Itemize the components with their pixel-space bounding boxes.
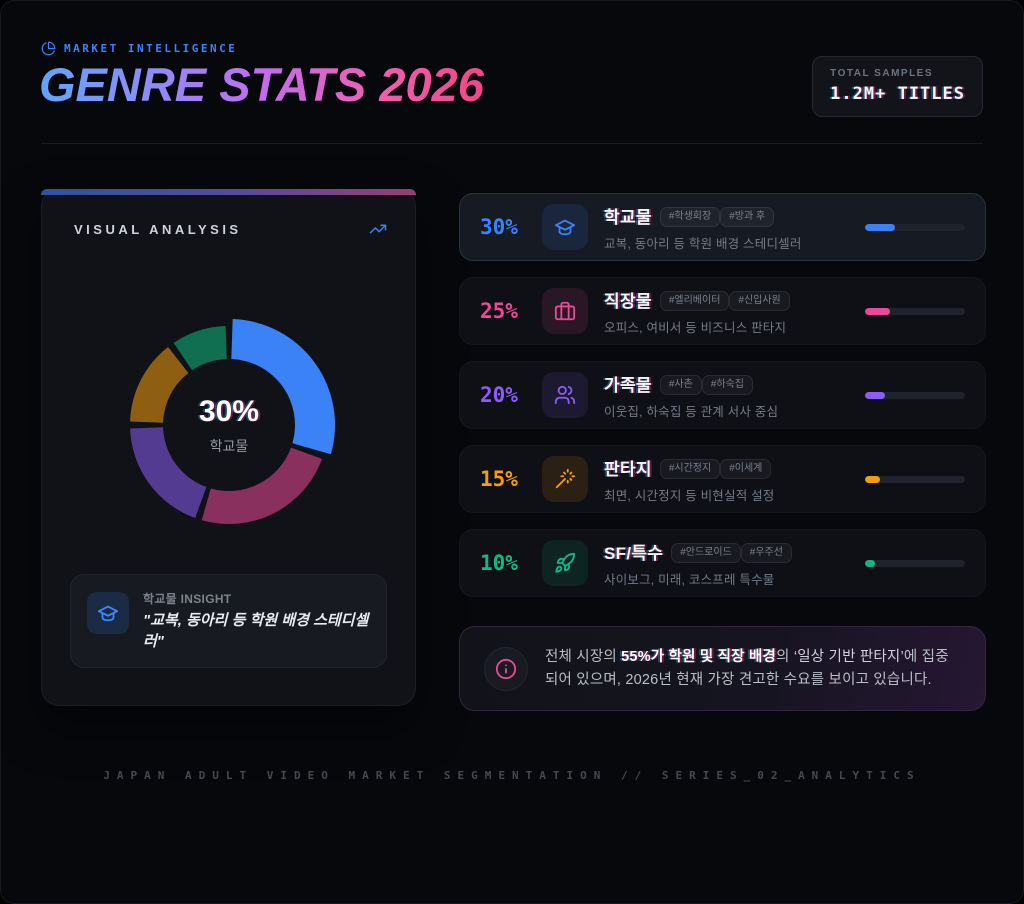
briefcase-icon bbox=[542, 288, 588, 334]
summary-prefix: 전체 시장의 bbox=[545, 648, 622, 665]
genre-tags: #학생회장 #방과 후 bbox=[659, 206, 775, 227]
genre-progress-fill bbox=[865, 391, 885, 399]
genre-title: 판타지 bbox=[604, 459, 652, 479]
genre-progress-fill bbox=[865, 307, 890, 315]
summary-suffix: 에 집중되어 있으며, 2026년 현재 가장 견고한 수요를 보이고 있습니다… bbox=[545, 648, 949, 688]
genre-percent: 30% bbox=[480, 215, 518, 239]
genre-tags: #안드로이드 #우주선 bbox=[671, 542, 792, 563]
summary-quote: ‘일상 기반 판타지’ bbox=[793, 648, 904, 665]
genre-percent: 10% bbox=[480, 551, 518, 575]
summary-text: 전체 시장의 55%가 학원 및 직장 배경의 ‘일상 기반 판타지’에 집중되… bbox=[545, 646, 961, 692]
genre-tag: #학생회장 bbox=[659, 207, 721, 227]
summary-box: 전체 시장의 55%가 학원 및 직장 배경의 ‘일상 기반 판타지’에 집중되… bbox=[459, 626, 986, 711]
genre-description: 이웃집, 하숙집 등 관계 서사 중심 bbox=[604, 404, 779, 419]
genre-tags: #사촌 #하숙집 bbox=[659, 374, 753, 395]
genre-tag: #안드로이드 bbox=[671, 543, 741, 563]
card-gradient-bar bbox=[41, 189, 416, 195]
genre-progress-fill bbox=[865, 475, 880, 483]
genre-row[interactable]: 30% 학교물 #학생회장 #방과 후 교복, 동아리 등 학원 배경 스테디셀러 bbox=[459, 193, 986, 261]
genre-tags: #엘리베이터 #신입사원 bbox=[659, 290, 790, 311]
donut-segment-학교물[interactable] bbox=[231, 319, 335, 455]
insight-box: 학교물 INSIGHT "교복, 동아리 등 학원 배경 스테디셀러" bbox=[70, 574, 387, 668]
donut-segment-직장물[interactable] bbox=[201, 447, 323, 524]
donut-segment-판타지[interactable] bbox=[130, 346, 189, 423]
genre-progress-track bbox=[865, 475, 965, 483]
summary-bold: 55%가 학원 및 직장 배경 bbox=[621, 648, 777, 665]
genre-row[interactable]: 15% 판타지 #시간정지 #이세계 최면, 시간정지 등 비현실적 설정 bbox=[459, 445, 986, 513]
eyebrow-label: MARKET INTELLIGENCE bbox=[64, 42, 238, 55]
visual-analysis-card: VISUAL ANALYSIS 30% 학교물 학교물 INSIGHT "교복,… bbox=[41, 189, 416, 706]
genre-tags: #시간정지 #이세계 bbox=[659, 458, 772, 479]
header-divider bbox=[41, 143, 983, 144]
genre-progress-track bbox=[865, 223, 965, 231]
badge-label: TOTAL SAMPLES bbox=[830, 68, 934, 79]
genre-progress-track bbox=[865, 559, 965, 567]
genre-row[interactable]: 20% 가족물 #사촌 #하숙집 이웃집, 하숙집 등 관계 서사 중심 bbox=[459, 361, 986, 429]
genre-row[interactable]: 10% SF/특수 #안드로이드 #우주선 사이보그, 미래, 코스프레 특수물 bbox=[459, 529, 986, 597]
card-title: VISUAL ANALYSIS bbox=[74, 221, 242, 237]
genre-tag: #신입사원 bbox=[729, 291, 790, 311]
donut-chart[interactable] bbox=[104, 300, 354, 550]
genre-description: 최면, 시간정지 등 비현실적 설정 bbox=[604, 488, 775, 503]
eyebrow: MARKET INTELLIGENCE bbox=[41, 41, 237, 56]
genre-percent: 20% bbox=[480, 383, 518, 407]
donut-segment-SF/특수[interactable] bbox=[173, 326, 227, 371]
genre-progress-fill bbox=[865, 559, 875, 567]
genre-tag: #시간정지 bbox=[659, 459, 721, 479]
genre-description: 사이보그, 미래, 코스프레 특수물 bbox=[604, 572, 775, 587]
badge-value: 1.2M+ TITLES bbox=[830, 84, 965, 104]
genre-title: SF/특수 bbox=[604, 543, 664, 563]
footer-text: JAPAN ADULT VIDEO MARKET SEGMENTATION //… bbox=[103, 769, 921, 782]
genre-tag: #사촌 bbox=[659, 375, 702, 395]
genre-description: 교복, 동아리 등 학원 배경 스테디셀러 bbox=[604, 236, 802, 251]
genre-title: 가족물 bbox=[604, 375, 652, 395]
page-title: GENRE STATS 2026 bbox=[39, 57, 498, 112]
pie-chart-icon bbox=[41, 41, 56, 56]
genre-percent: 15% bbox=[480, 467, 518, 491]
genre-list: 30% 학교물 #학생회장 #방과 후 교복, 동아리 등 학원 배경 스테디셀러… bbox=[459, 193, 986, 613]
genre-tag: #방과 후 bbox=[720, 207, 775, 227]
graduation-cap-icon bbox=[87, 592, 129, 634]
genre-progress-fill bbox=[865, 223, 895, 231]
summary-middle: 의 bbox=[776, 648, 794, 665]
trending-up-icon bbox=[369, 220, 387, 238]
genre-percent: 25% bbox=[480, 299, 518, 323]
users-icon bbox=[542, 372, 588, 418]
genre-tag: #엘리베이터 bbox=[659, 291, 730, 311]
genre-title: 직장물 bbox=[604, 291, 652, 311]
genre-progress-track bbox=[865, 391, 965, 399]
donut-segment-가족물[interactable] bbox=[130, 427, 207, 519]
genre-tag: #하숙집 bbox=[701, 375, 753, 395]
genre-progress-track bbox=[865, 307, 965, 315]
graduation-cap-icon bbox=[542, 204, 588, 250]
genre-description: 오피스, 여비서 등 비즈니스 판타지 bbox=[604, 320, 787, 335]
insight-quote: "교복, 동아리 등 학원 배경 스테디셀러" bbox=[143, 612, 369, 650]
genre-title: 학교물 bbox=[604, 207, 652, 227]
rocket-icon bbox=[542, 540, 588, 586]
total-samples-badge: TOTAL SAMPLES 1.2M+ TITLES bbox=[812, 56, 983, 117]
genre-row[interactable]: 25% 직장물 #엘리베이터 #신입사원 오피스, 여비서 등 비즈니스 판타지 bbox=[459, 277, 986, 345]
insight-label: 학교물 INSIGHT bbox=[143, 592, 232, 606]
genre-tag: #이세계 bbox=[720, 459, 772, 479]
info-icon bbox=[484, 646, 528, 691]
wand-icon bbox=[542, 456, 588, 502]
donut-chart-area: 30% 학교물 bbox=[104, 300, 354, 550]
genre-tag: #우주선 bbox=[740, 543, 792, 563]
